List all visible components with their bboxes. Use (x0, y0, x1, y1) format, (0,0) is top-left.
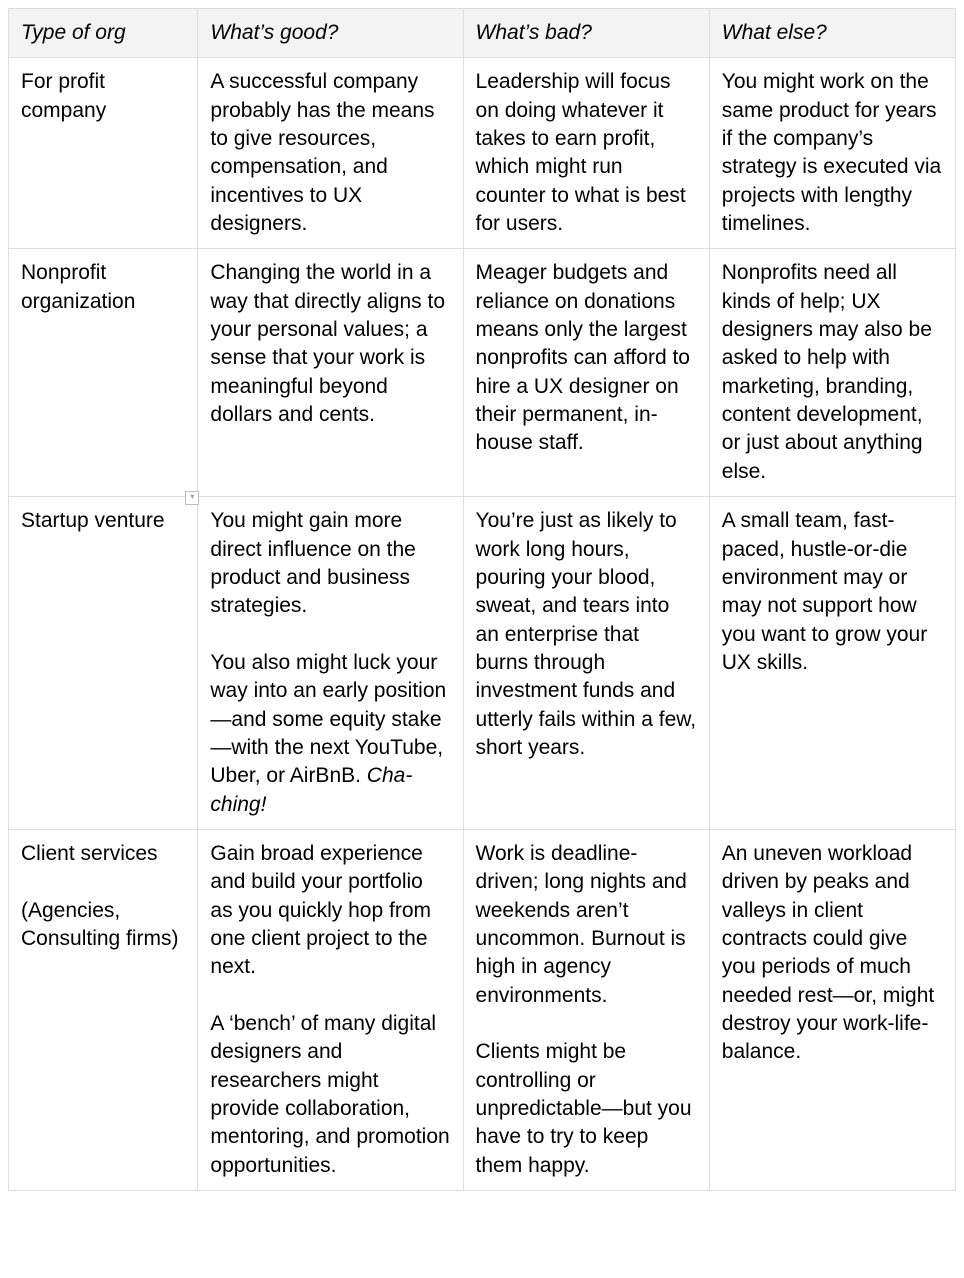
cell-text: For profit company (21, 70, 111, 121)
col-header-whats-bad: What’s bad? (463, 9, 709, 58)
page: Type of org What’s good? What’s bad? Wha… (0, 0, 964, 1199)
org-type-table: Type of org What’s good? What’s bad? Wha… (8, 8, 956, 1191)
cell-whats-good: A successful company probably has the me… (198, 58, 463, 249)
cell-text: Changing the world in a way that directl… (210, 261, 450, 426)
cell-text: Meager budgets and reliance on donations… (476, 261, 696, 454)
table-body: For profit company A successful company … (9, 58, 956, 1191)
cell-type-of-org: For profit company (9, 58, 198, 249)
cell-type-of-org: ▾ Startup venture (9, 497, 198, 830)
cell-text: Gain broad experience and build your por… (210, 842, 455, 1177)
cell-text: You might work on the same product for y… (722, 70, 947, 235)
cell-text: You might gain more direct influence on … (210, 509, 449, 815)
table-header: Type of org What’s good? What’s bad? Wha… (9, 9, 956, 58)
cell-whats-good: Gain broad experience and build your por… (198, 829, 463, 1190)
cell-text: Startup venture (21, 509, 165, 532)
table-row: Nonprofit organization Changing the worl… (9, 249, 956, 497)
cell-text: Nonprofit organization (21, 261, 135, 312)
table-row: ▾ Startup venture You might gain more di… (9, 497, 956, 830)
cell-text: A successful company probably has the me… (210, 70, 440, 235)
cell-text: Client services (Agencies, Consulting fi… (21, 842, 179, 950)
cell-what-else: A small team, fast-paced, hustle-or-die … (709, 497, 955, 830)
table-row: Client services (Agencies, Consulting fi… (9, 829, 956, 1190)
cell-text: You’re just as likely to work long hours… (476, 509, 702, 759)
table-row: For profit company A successful company … (9, 58, 956, 249)
cell-whats-bad: Meager budgets and reliance on donations… (463, 249, 709, 497)
cell-what-else: You might work on the same product for y… (709, 58, 955, 249)
cell-whats-bad: Work is deadline-driven; long nights and… (463, 829, 709, 1190)
cell-whats-good: Changing the world in a way that directl… (198, 249, 463, 497)
col-header-what-else: What else? (709, 9, 955, 58)
cell-type-of-org: Client services (Agencies, Consulting fi… (9, 829, 198, 1190)
cell-what-else: Nonprofits need all kinds of help; UX de… (709, 249, 955, 497)
cell-text: Leadership will focus on doing whatever … (476, 70, 692, 235)
cell-text: A small team, fast-paced, hustle-or-die … (722, 509, 933, 674)
cell-text: Nonprofits need all kinds of help; UX de… (722, 261, 938, 482)
cell-whats-bad: Leadership will focus on doing whatever … (463, 58, 709, 249)
cell-what-else: An uneven workload driven by peaks and v… (709, 829, 955, 1190)
table-header-row: Type of org What’s good? What’s bad? Wha… (9, 9, 956, 58)
col-header-type-of-org: Type of org (9, 9, 198, 58)
cell-type-of-org: Nonprofit organization (9, 249, 198, 497)
cell-whats-good: You might gain more direct influence on … (198, 497, 463, 830)
dropdown-icon[interactable]: ▾ (185, 491, 199, 505)
col-header-whats-good: What’s good? (198, 9, 463, 58)
cell-text: An uneven workload driven by peaks and v… (722, 842, 940, 1063)
cell-text: Work is deadline-driven; long nights and… (476, 842, 698, 1177)
cell-whats-bad: You’re just as likely to work long hours… (463, 497, 709, 830)
